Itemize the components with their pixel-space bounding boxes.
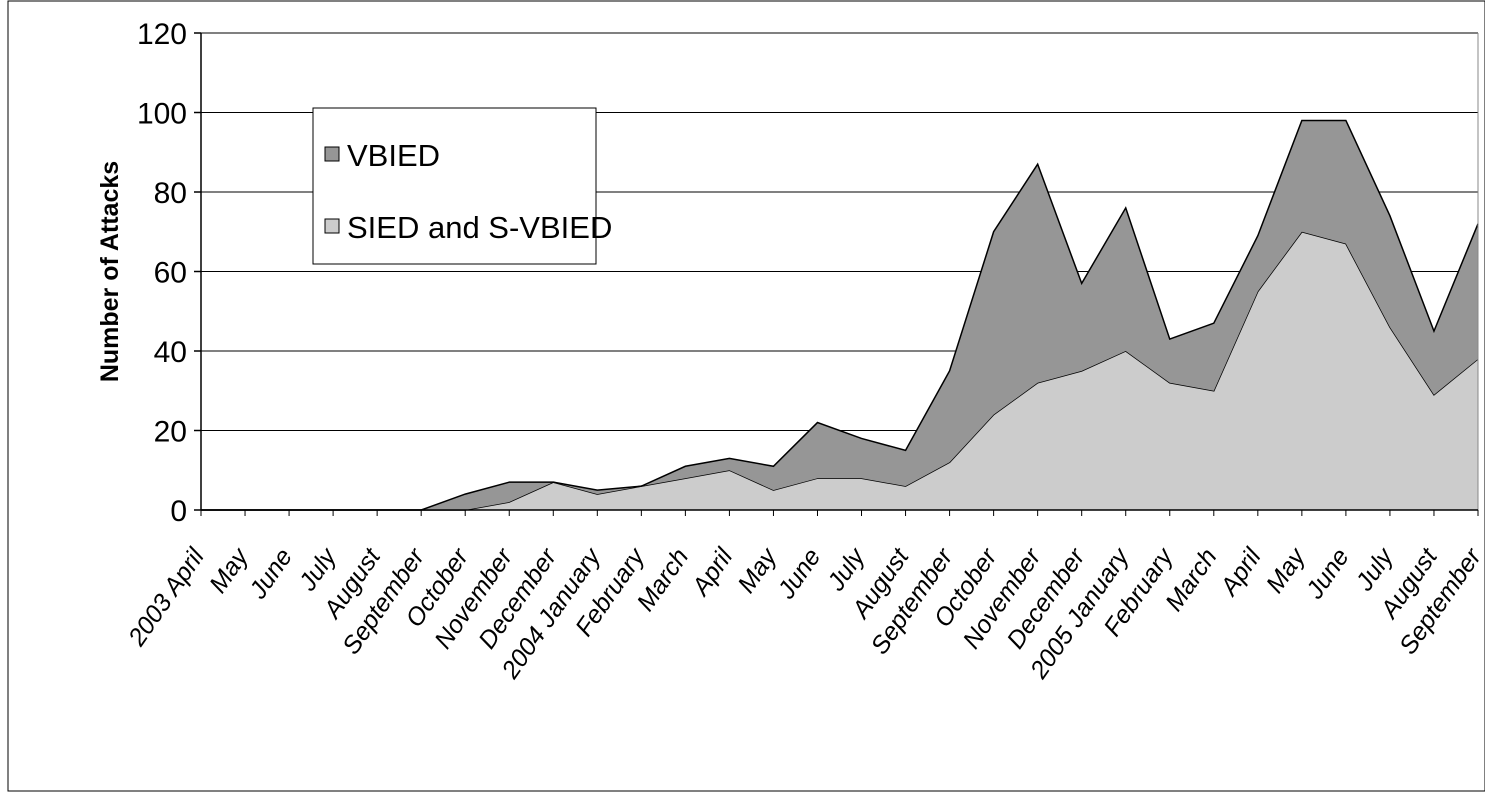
legend-label: SIED and S-VBIED: [347, 210, 612, 245]
area-series-0: [201, 231, 1478, 510]
y-tick-label: 80: [154, 177, 187, 210]
legend: VBIED SIED and S-VBIED: [312, 107, 612, 265]
y-tick-label: 60: [154, 257, 187, 290]
y-tick-label: 20: [154, 416, 187, 449]
y-tick-label: 0: [170, 495, 187, 528]
legend-box: [312, 107, 597, 265]
plot-border: [201, 33, 1479, 511]
legend-swatch: [324, 218, 340, 234]
y-axis: 0 20 40 60 80 100 120: [137, 18, 202, 528]
y-tick-label: 120: [137, 18, 187, 51]
legend-label: VBIED: [347, 138, 440, 173]
legend-swatch: [324, 146, 340, 162]
y-axis-label: Number of Attacks: [96, 161, 124, 382]
y-tick-label: 100: [137, 98, 187, 131]
area-series-1: [201, 120, 1478, 510]
y-tick-label: 40: [154, 336, 187, 369]
